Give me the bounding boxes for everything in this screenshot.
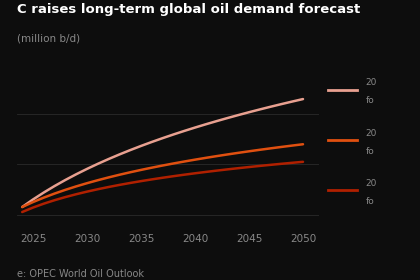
Text: 20: 20 (365, 179, 377, 188)
Text: (million b/d): (million b/d) (17, 34, 80, 44)
Text: fo: fo (365, 197, 374, 206)
Text: 20: 20 (365, 129, 377, 137)
Text: fo: fo (365, 147, 374, 156)
Text: e: OPEC World Oil Outlook: e: OPEC World Oil Outlook (17, 269, 144, 279)
Text: 20: 20 (365, 78, 377, 87)
Text: fo: fo (365, 96, 374, 105)
Text: C raises long-term global oil demand forecast: C raises long-term global oil demand for… (17, 3, 360, 16)
